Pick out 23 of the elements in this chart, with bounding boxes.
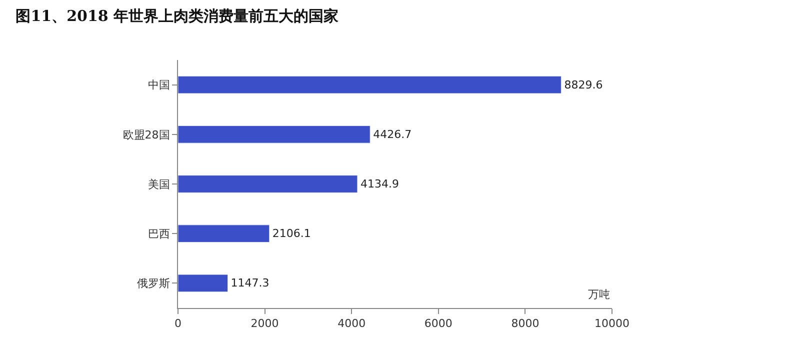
data-label: 4426.7 (373, 128, 412, 141)
bar (178, 175, 358, 193)
x-tick-label: 10000 (594, 317, 630, 330)
y-tick-label: 欧盟28国 (122, 128, 170, 142)
x-tick-label: 0 (174, 317, 182, 330)
x-tick-label: 8000 (511, 317, 540, 330)
y-tick-label: 美国 (148, 178, 170, 191)
x-tick-label: 2000 (250, 317, 279, 330)
data-label: 8829.6 (564, 78, 603, 92)
y-tick-label: 俄罗斯 (136, 277, 170, 290)
annotation: 万吨 (588, 288, 610, 301)
data-label: 2106.1 (272, 227, 311, 240)
bar (178, 125, 370, 144)
x-tick-label: 6000 (424, 317, 452, 330)
bar (178, 76, 562, 94)
y-tick-label: 中国 (148, 78, 170, 92)
bar (178, 224, 270, 243)
y-tick-label: 巴西 (148, 227, 170, 240)
bar (178, 274, 228, 292)
x-tick-label: 4000 (338, 317, 366, 330)
data-label: 1147.3 (230, 276, 270, 290)
data-label: 4134.9 (360, 178, 399, 190)
chart-title: 图11、2018 年世界上肉类消费量前五大的国家 (16, 6, 339, 25)
